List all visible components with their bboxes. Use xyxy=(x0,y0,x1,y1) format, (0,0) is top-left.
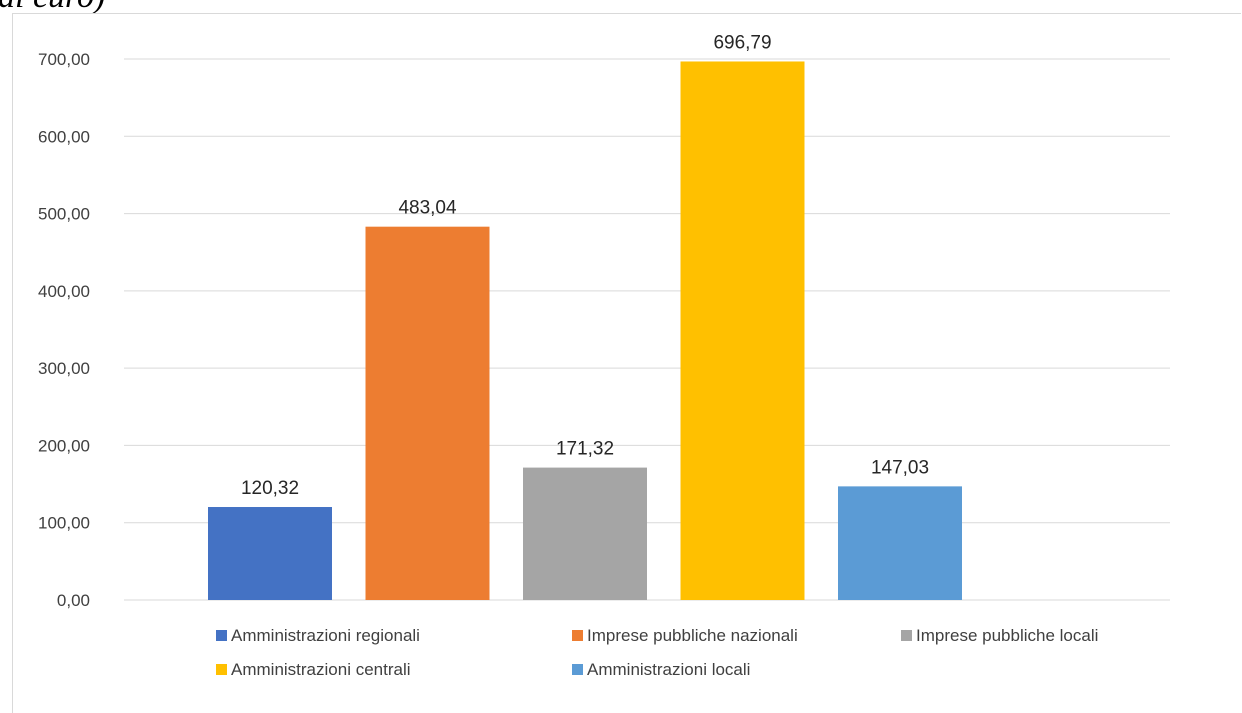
legend-swatch xyxy=(216,664,227,675)
legend-label: Amministrazioni centrali xyxy=(231,660,411,679)
bar xyxy=(838,486,962,600)
legend-swatch xyxy=(572,630,583,641)
bar-value-label: 171,32 xyxy=(556,439,614,460)
y-axis-ticks: 0,00 100,00 200,00 300,00 400,00 500,00 600,00… xyxy=(38,50,90,610)
y-tick-label: 400,00 xyxy=(38,282,90,301)
bar xyxy=(208,507,332,600)
bars xyxy=(208,61,962,601)
legend-label: Imprese pubbliche locali xyxy=(916,626,1098,645)
bar-value-label: 696,79 xyxy=(713,32,771,53)
legend-label: Amministrazioni locali xyxy=(587,660,750,679)
page-title-fragment: di euro) xyxy=(0,0,105,16)
y-tick-label: 700,00 xyxy=(38,50,90,69)
bar xyxy=(680,61,805,600)
bar-value-label: 147,03 xyxy=(871,457,929,478)
legend-label: Imprese pubbliche nazionali xyxy=(587,626,798,645)
bar-chart: 0,00 100,00 200,00 300,00 400,00 500,00 600,00… xyxy=(38,32,1170,679)
legend-swatch xyxy=(901,630,912,641)
y-tick-label: 600,00 xyxy=(38,127,90,146)
y-tick-label: 100,00 xyxy=(38,514,90,533)
y-tick-label: 0,00 xyxy=(57,591,90,610)
y-tick-label: 300,00 xyxy=(38,359,90,378)
legend-label: Amministrazioni regionali xyxy=(231,626,420,645)
legend-swatch xyxy=(216,630,227,641)
bar xyxy=(365,226,490,601)
data-labels: 120,32 483,04 171,32 696,79 147,03 xyxy=(241,32,929,499)
bar-value-label: 483,04 xyxy=(398,198,457,219)
chart-frame: 0,00 100,00 200,00 300,00 400,00 500,00 600,00… xyxy=(12,13,1241,713)
y-tick-label: 200,00 xyxy=(38,436,90,455)
bar xyxy=(523,467,647,600)
bar-value-label: 120,32 xyxy=(241,478,299,499)
legend: Amministrazioni regionali Imprese pubblic… xyxy=(216,626,1098,679)
y-tick-label: 500,00 xyxy=(38,205,90,224)
legend-swatch xyxy=(572,664,583,675)
